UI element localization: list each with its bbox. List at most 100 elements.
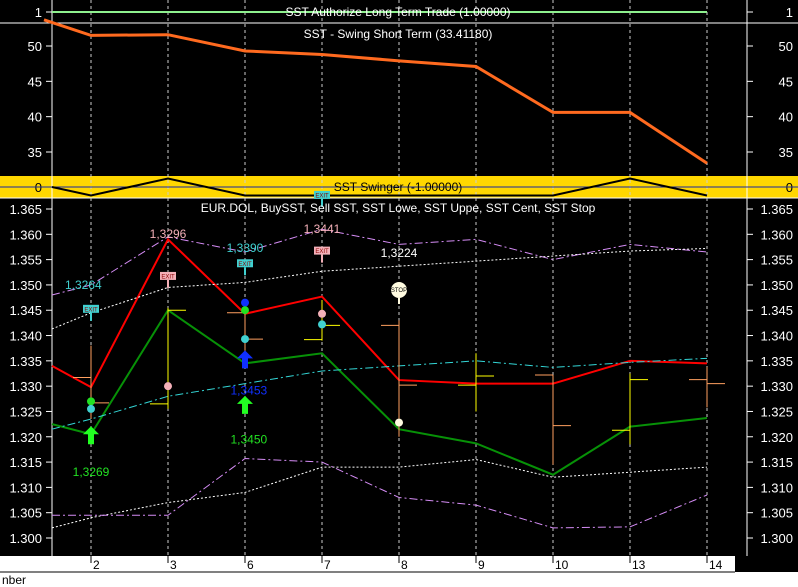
price-tick-label: 1.340: [9, 329, 42, 344]
x-tick-label: 2: [93, 558, 100, 572]
stop-sign-label: STOP: [391, 288, 407, 294]
price-series-line-6: [52, 458, 708, 529]
price-tick-label: 1.350: [9, 278, 42, 293]
x-tick-label: 6: [247, 558, 254, 572]
price-tick-label: 1.305: [9, 506, 42, 521]
price-tick-label: 1.345: [760, 303, 793, 318]
exit-flag-icon: EXIT: [237, 259, 253, 276]
swing-tick-label: 50: [779, 39, 793, 54]
price-series-line-3: [51, 247, 708, 330]
swing-tick-label: 50: [28, 39, 42, 54]
exit-flag-label: EXIT: [315, 249, 329, 255]
authorize-tick-label: 1: [786, 5, 793, 20]
price-tick-label: 1.300: [760, 531, 793, 546]
price-annotation: 1,3453: [230, 384, 267, 398]
price-tick-label: 1.325: [760, 404, 793, 419]
x-axis-label-strip: [0, 572, 798, 587]
x-tick-label: 13: [632, 558, 646, 572]
swing-tick-label: 35: [779, 145, 793, 160]
exit-flag-icon: EXIT: [160, 271, 176, 288]
price-tick-label: 1.330: [760, 379, 793, 394]
exit-flag-icon: EXIT: [314, 190, 330, 207]
signal-dot: [318, 320, 326, 329]
swing-tick-label: 45: [779, 74, 793, 89]
exit-flag-label: EXIT: [161, 274, 175, 280]
exit-flag-label: EXIT: [315, 193, 329, 199]
price-series-line-0: [51, 237, 708, 389]
price-series-line-5: [51, 459, 708, 529]
swing-tick-label: 40: [779, 110, 793, 125]
exit-flag-label: EXIT: [238, 262, 252, 268]
authorize-tick-label: 1: [35, 5, 42, 20]
price-annotation: 1,3296: [150, 227, 187, 241]
price-series-line-2: [51, 228, 708, 296]
signal-dot: [241, 335, 249, 344]
price-series-line-1: [51, 308, 708, 476]
swing-tick-label: 40: [28, 110, 42, 125]
price-annotation: 1,3450: [230, 432, 267, 446]
exit-flag-label: EXIT: [84, 307, 98, 313]
price-tick-label: 1.300: [9, 531, 42, 546]
price-tick-label: 1.315: [9, 455, 42, 470]
signal-dot: [318, 309, 326, 318]
x-tick-label: 7: [324, 558, 331, 572]
swinger-line: [51, 177, 708, 197]
exit-flag-sign: [314, 246, 330, 255]
x-axis-strip: [0, 556, 735, 572]
price-annotation: 1,3390: [227, 241, 264, 255]
price-tick-label: 1.335: [9, 354, 42, 369]
x-tick-label: 8: [401, 558, 408, 572]
price-tick-label: 1.345: [9, 303, 42, 318]
buy-arrow-icon: [237, 350, 253, 369]
buy-arrow-icon: [237, 395, 253, 414]
price-tick-label: 1.330: [9, 379, 42, 394]
price-tick-label: 1.355: [760, 253, 793, 268]
price-tick-label: 1.355: [9, 253, 42, 268]
price-annotation: 1,3224: [381, 246, 418, 260]
price-tick-label: 1.360: [760, 227, 793, 242]
stop-sign-circle: [391, 281, 407, 298]
price-tick-label: 1.325: [9, 404, 42, 419]
price-tick-label: 1.305: [760, 506, 793, 521]
swing-tick-label: 35: [28, 145, 42, 160]
price-title: EUR.DOL, BuySST, Sell SST, SST Lowe, SST…: [201, 201, 596, 215]
price-tick-label: 1.350: [760, 278, 793, 293]
signal-dot: [87, 397, 95, 406]
price-annotation: 1,3441: [304, 222, 341, 236]
exit-flag-sign: [83, 304, 99, 313]
price-tick-label: 1.335: [760, 354, 793, 369]
price-series-line-4: [51, 357, 708, 430]
price-tick-label: 1.365: [9, 202, 42, 217]
price-annotation: 1,3264: [65, 278, 102, 292]
exit-flag-icon: EXIT: [314, 246, 330, 263]
x-axis-label: nber: [2, 573, 26, 587]
price-annotation: 1,3269: [73, 465, 110, 479]
signal-dot: [164, 382, 172, 391]
swinger-title: SST Swinger (-1.00000): [334, 180, 463, 194]
price-tick-label: 1.340: [760, 329, 793, 344]
exit-flag-sign: [237, 259, 253, 268]
swing-short-term-line: [43, 18, 708, 165]
x-tick-label: 3: [170, 558, 177, 572]
exit-flag-icon: EXIT: [83, 304, 99, 321]
price-tick-label: 1.360: [9, 227, 42, 242]
swing-tick-label: 45: [28, 74, 42, 89]
signal-dot: [241, 306, 249, 315]
price-tick-label: 1.320: [9, 430, 42, 445]
signal-dot: [241, 298, 249, 307]
stop-sign-icon: STOP: [391, 281, 407, 304]
price-tick-label: 1.365: [760, 202, 793, 217]
buy-arrow-icon: [83, 426, 99, 445]
swing-title: SST - Swing Short Term (33.41180): [304, 27, 493, 41]
price-tick-label: 1.310: [9, 480, 42, 495]
price-tick-label: 1.310: [760, 480, 793, 495]
x-tick-label: 14: [709, 558, 723, 572]
exit-flag-sign: [314, 190, 330, 199]
authorize-title: SST Authorize Long Term Trade (1.00000): [285, 5, 510, 19]
signal-dot: [395, 418, 403, 427]
price-tick-label: 1.320: [760, 430, 793, 445]
x-tick-label: 9: [478, 558, 485, 572]
signal-dot: [87, 404, 95, 413]
price-tick-label: 1.315: [760, 455, 793, 470]
